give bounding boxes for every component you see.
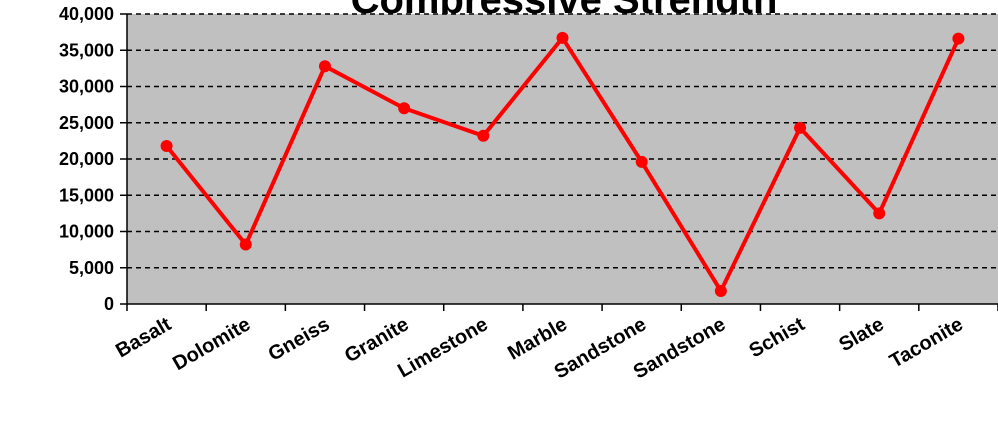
data-point <box>635 155 648 168</box>
y-tick-label: 35,000 <box>59 40 114 60</box>
y-tick-label: 5,000 <box>69 258 114 278</box>
y-tick-label: 15,000 <box>59 185 114 205</box>
x-tick-label: Marble <box>504 313 571 364</box>
x-tick-label: Limestone <box>394 313 492 382</box>
x-tick-label: Basalt <box>112 313 175 362</box>
y-tick-label: 0 <box>104 294 114 314</box>
x-tick-label: Taconite <box>886 313 967 372</box>
y-tick-label: 25,000 <box>59 113 114 133</box>
gridlines <box>127 13 998 269</box>
data-point <box>477 129 490 142</box>
data-point <box>160 139 173 152</box>
data-point <box>239 238 252 251</box>
y-tick-label: 30,000 <box>59 77 114 97</box>
axes <box>120 13 998 311</box>
data-point <box>318 60 331 73</box>
y-tick-label: 20,000 <box>59 149 114 169</box>
data-point <box>873 207 886 220</box>
data-point <box>952 32 965 45</box>
data-point <box>794 121 807 134</box>
y-axis-tick-labels: 0 5,000 10,000 15,000 20,000 25,000 30,000 35,0… <box>59 4 114 314</box>
data-point <box>714 284 727 297</box>
y-tick-label: 10,000 <box>59 222 114 242</box>
data-point <box>556 31 569 44</box>
x-tick-label: Gneiss <box>265 313 334 365</box>
x-tick-label: Dolomite <box>169 313 254 375</box>
x-tick-label: Schist <box>746 313 809 362</box>
series-group <box>160 31 965 297</box>
x-tick-label: Slate <box>835 313 887 356</box>
y-tick-label: 40,000 <box>59 4 114 24</box>
data-point <box>398 102 411 115</box>
